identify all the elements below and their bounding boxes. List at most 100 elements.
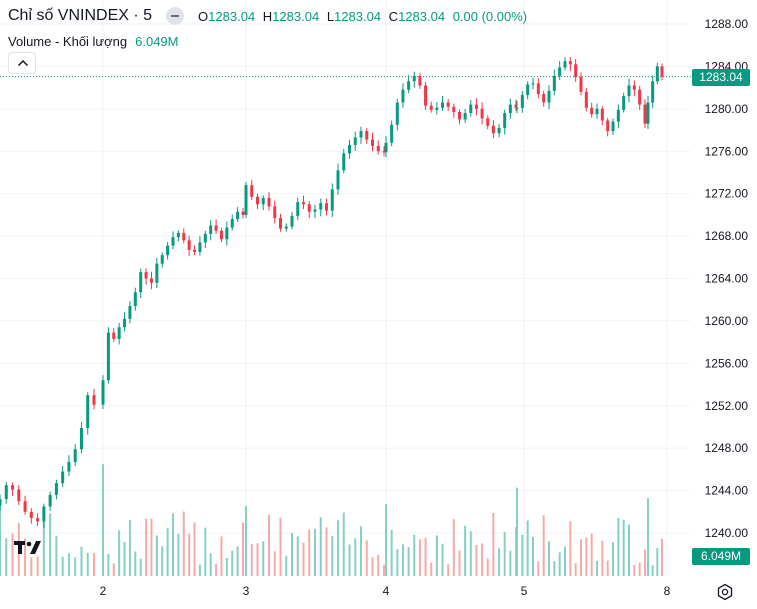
candle-body[interactable] [86,395,90,429]
candle-body[interactable] [376,145,380,152]
candle-body[interactable] [61,471,65,484]
candle-body[interactable] [261,197,265,205]
candle-body[interactable] [429,105,433,110]
candle-body[interactable] [558,67,562,76]
candle-body[interactable] [279,218,282,229]
candle-body[interactable] [336,170,340,190]
candle-body[interactable] [520,95,524,108]
candle-body[interactable] [23,501,27,512]
candle-body[interactable] [646,102,650,124]
candle-body[interactable] [568,61,572,65]
candle-body[interactable] [348,144,351,154]
candle-body[interactable] [203,233,207,243]
candle-body[interactable] [660,66,664,77]
candle-body[interactable] [166,245,170,256]
candle-body[interactable] [193,249,197,252]
candle-body[interactable] [536,83,540,94]
candle-body[interactable] [418,75,422,86]
candle-body[interactable] [342,153,346,171]
candle-body[interactable] [526,84,530,96]
candle-body[interactable] [384,142,388,153]
candle-body[interactable] [514,104,518,108]
candle-body[interactable] [0,499,2,506]
candle-body[interactable] [149,278,153,283]
candle-body[interactable] [651,81,655,103]
candle-body[interactable] [441,102,445,108]
candle-body[interactable] [463,113,467,120]
candle-body[interactable] [236,211,240,220]
candle-body[interactable] [176,232,180,238]
candle-body[interactable] [267,197,271,207]
candle-body[interactable] [171,237,175,246]
candle-body[interactable] [497,127,501,134]
candle-body[interactable] [401,89,405,103]
candle-body[interactable] [395,102,399,125]
tradingview-logo-icon[interactable] [14,538,44,558]
candle-body[interactable] [319,203,323,210]
candle-body[interactable] [563,61,567,68]
candle-body[interactable] [622,96,626,110]
symbol-title[interactable]: Chỉ số VNINDEX · 5 [8,7,153,24]
candle-body[interactable] [256,196,259,205]
candle-body[interactable] [353,137,357,145]
candle-body[interactable] [307,204,311,212]
candle-body[interactable] [508,104,512,114]
candle-body[interactable] [133,292,137,307]
candle-body[interactable] [123,318,127,328]
candle-body[interactable] [382,151,386,153]
candle-body[interactable] [424,85,428,106]
candle-body[interactable] [359,131,363,138]
candle-body[interactable] [547,90,551,103]
candle-body[interactable] [574,64,578,78]
candle-body[interactable] [36,518,40,522]
candle-body[interactable] [486,118,490,126]
market-status-icon[interactable] [166,7,185,25]
candle-body[interactable] [407,81,411,90]
candle-body[interactable] [29,511,33,519]
candle-body[interactable] [67,461,71,472]
candle-body[interactable] [48,494,52,507]
candle-body[interactable] [435,107,439,110]
candle-body[interactable] [632,85,636,90]
candle-body[interactable] [160,255,164,264]
candle-body[interactable] [250,185,254,197]
candle-body[interactable] [542,93,546,103]
candle-body[interactable] [144,272,148,279]
candle-body[interactable] [117,327,121,339]
candle-body[interactable] [579,77,583,92]
candle-body[interactable] [491,125,495,134]
candle-body[interactable] [42,506,46,522]
candle-body[interactable] [296,202,300,216]
candle-body[interactable] [325,203,328,211]
candle-body[interactable] [446,102,450,107]
candle-body[interactable] [182,232,186,241]
gear-icon[interactable] [716,583,734,601]
candle-body[interactable] [155,263,159,283]
candle-body[interactable] [595,108,599,115]
candle-body[interactable] [198,242,202,252]
candles[interactable] [0,56,664,528]
candle-body[interactable] [106,332,110,381]
candle-body[interactable] [627,85,631,97]
candle-body[interactable] [112,332,116,339]
collapse-legend-button[interactable] [8,52,36,74]
candle-body[interactable] [302,202,305,205]
candle-body[interactable] [390,124,394,143]
candle-body[interactable] [219,230,223,240]
candle-body[interactable] [73,449,77,462]
candle-body[interactable] [139,272,143,293]
candle-body[interactable] [412,75,416,82]
candle-body[interactable] [241,211,245,215]
candle-body[interactable] [600,108,604,121]
candle-body[interactable] [11,485,15,490]
volume-label[interactable]: Volume - Khối lượng [8,33,128,49]
candle-body[interactable] [214,225,218,231]
candle-body[interactable] [480,108,484,119]
candle-body[interactable] [452,106,456,113]
candle-body[interactable] [128,306,132,319]
candle-body[interactable] [616,109,620,122]
candle-body[interactable] [225,227,229,240]
candle-body[interactable] [92,395,96,405]
candle-body[interactable] [4,485,8,500]
candle-body[interactable] [313,209,317,212]
